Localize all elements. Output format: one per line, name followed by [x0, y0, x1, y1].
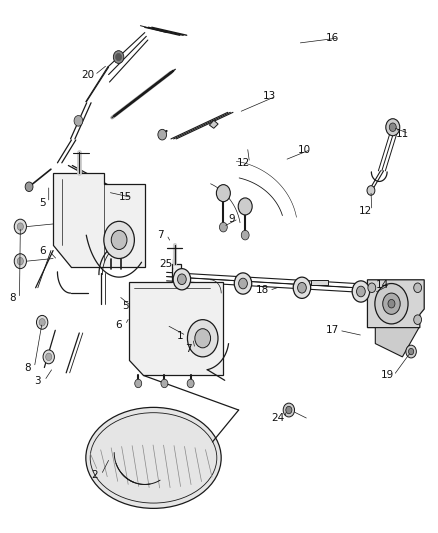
Text: 20: 20	[81, 70, 95, 80]
Polygon shape	[367, 280, 424, 328]
Circle shape	[293, 277, 311, 298]
Text: 9: 9	[229, 214, 235, 224]
Circle shape	[113, 51, 124, 63]
Circle shape	[111, 230, 127, 249]
Circle shape	[177, 274, 186, 285]
Text: 7: 7	[157, 230, 163, 240]
Polygon shape	[311, 280, 328, 285]
Text: 2: 2	[91, 470, 98, 480]
Circle shape	[74, 116, 83, 126]
Circle shape	[234, 273, 252, 294]
Circle shape	[135, 379, 142, 387]
Circle shape	[39, 319, 45, 326]
Text: 10: 10	[297, 144, 311, 155]
Text: 11: 11	[396, 128, 409, 139]
Text: 15: 15	[119, 192, 132, 203]
Polygon shape	[375, 328, 419, 357]
Circle shape	[43, 350, 54, 364]
Circle shape	[104, 221, 134, 259]
Circle shape	[414, 283, 422, 293]
Text: 3: 3	[35, 376, 41, 386]
Circle shape	[389, 123, 396, 132]
Text: 18: 18	[256, 286, 269, 295]
Circle shape	[367, 185, 375, 195]
Text: 19: 19	[381, 370, 394, 381]
Circle shape	[195, 329, 211, 348]
Polygon shape	[130, 264, 223, 375]
Text: 17: 17	[326, 325, 339, 335]
Circle shape	[239, 278, 247, 289]
Circle shape	[219, 222, 227, 232]
Polygon shape	[53, 173, 145, 266]
Circle shape	[352, 281, 370, 302]
Circle shape	[161, 379, 168, 387]
Circle shape	[36, 316, 48, 329]
Text: 13: 13	[263, 91, 276, 101]
Circle shape	[17, 257, 23, 265]
Circle shape	[241, 230, 249, 240]
Circle shape	[25, 182, 33, 191]
Circle shape	[409, 349, 414, 355]
Circle shape	[357, 286, 365, 297]
Text: 12: 12	[359, 206, 372, 216]
Circle shape	[187, 379, 194, 387]
Circle shape	[46, 353, 52, 361]
Polygon shape	[209, 120, 218, 128]
Text: 5: 5	[122, 301, 128, 311]
Circle shape	[14, 254, 26, 269]
Circle shape	[14, 219, 26, 234]
Text: 7: 7	[185, 344, 192, 354]
Text: 24: 24	[271, 413, 285, 423]
Circle shape	[238, 198, 252, 215]
Circle shape	[17, 223, 23, 230]
Circle shape	[368, 283, 376, 293]
Circle shape	[375, 284, 408, 324]
Circle shape	[286, 406, 292, 414]
Text: 6: 6	[115, 320, 122, 330]
Circle shape	[216, 184, 230, 201]
Text: 5: 5	[39, 198, 46, 208]
Circle shape	[386, 119, 400, 136]
Circle shape	[297, 282, 306, 293]
Circle shape	[158, 130, 166, 140]
Text: 14: 14	[376, 280, 389, 290]
Circle shape	[388, 300, 395, 308]
Text: 1: 1	[177, 330, 183, 341]
Text: 12: 12	[237, 158, 250, 168]
Text: 25: 25	[159, 259, 173, 269]
Text: 16: 16	[326, 33, 339, 43]
Circle shape	[173, 269, 191, 290]
Circle shape	[383, 293, 400, 314]
Circle shape	[414, 315, 422, 325]
Text: 6: 6	[39, 246, 46, 255]
Circle shape	[406, 345, 417, 358]
Circle shape	[187, 320, 218, 357]
Text: 8: 8	[25, 362, 31, 373]
Circle shape	[283, 403, 294, 417]
Text: 8: 8	[10, 293, 16, 303]
Ellipse shape	[86, 407, 221, 508]
Circle shape	[116, 53, 122, 61]
